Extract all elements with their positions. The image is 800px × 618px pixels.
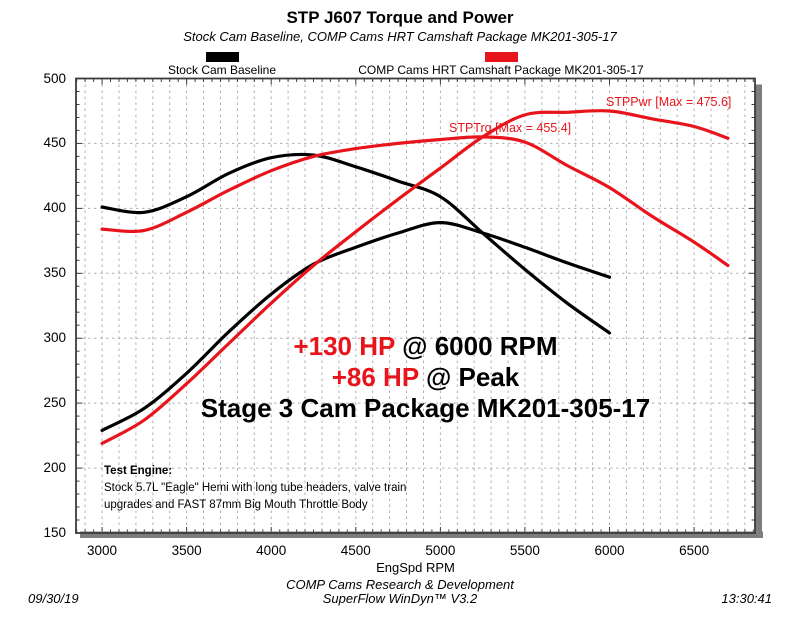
y-tick-label-150: 150 (43, 525, 66, 540)
legend-label-stock-cam: Stock Cam Baseline (167, 63, 277, 77)
x-tick-label-6000: 6000 (594, 543, 625, 558)
annotation-block: +130 HP @ 6000 RPM +86 HP @ Peak Stage 3… (76, 331, 765, 424)
test-engine-line1: Stock 5.7L "Eagle" Hemi with long tube h… (104, 482, 407, 494)
footer-date: 09/30/19 (28, 591, 79, 606)
x-tick-label-4500: 4500 (340, 543, 371, 558)
x-tick-label-4000: 4000 (256, 543, 287, 558)
x-tick-label-3500: 3500 (171, 543, 202, 558)
curve-stock-cam-baseline-torque (100, 152, 612, 335)
y-tick-label-300: 300 (43, 330, 66, 346)
page-subtitle: Stock Cam Baseline, COMP Cams HRT Camsha… (183, 29, 617, 44)
y-tick-label-200: 200 (43, 460, 66, 476)
test-engine-block: Test Engine: Stock 5.7L "Eagle" Hemi wit… (104, 463, 406, 514)
x-tick-label-5500: 5500 (509, 543, 540, 558)
legend-item-comp-cam: COMP Cams HRT Camshaft Package MK201-305… (345, 52, 657, 77)
annotation-gain-peak-suffix: @ Peak (418, 362, 520, 392)
annotation-gain-6000rpm-value: +130 HP (293, 331, 395, 361)
legend-label-comp-cam: COMP Cams HRT Camshaft Package MK201-305… (358, 63, 644, 77)
x-tick-label-6500: 6500 (679, 543, 710, 558)
footer-software: SuperFlow WinDyn™ V3.2 (322, 591, 478, 606)
y-tick-label-350: 350 (43, 265, 66, 281)
x-tick-label-5000: 5000 (425, 543, 456, 558)
x-axis-title: EngSpd RPM (376, 560, 455, 575)
annotation-gain-peak-value: +86 HP (331, 362, 419, 392)
annotation-gain-peak: +86 HP @ Peak (86, 362, 765, 393)
curve-label-stptrq: STPTrq [Max = 455.4] (449, 121, 572, 135)
y-tick-label-400: 400 (43, 200, 66, 216)
x-tick-label-3000: 3000 (87, 543, 118, 558)
y-tick-label-500: 500 (43, 70, 66, 86)
y-tick-label-250: 250 (43, 395, 66, 411)
curve-comp-cams-hrt-camshaft-power-stppwr- (100, 109, 730, 445)
curve-stock-cam-baseline-power (100, 221, 612, 432)
y-tick-label-450: 450 (43, 135, 66, 151)
legend-item-stock-cam: Stock Cam Baseline (122, 52, 322, 77)
legend-swatch-comp-cam (484, 52, 518, 62)
footer-organization: COMP Cams Research & Development (286, 577, 514, 592)
legend-swatch-stock-cam (205, 52, 239, 62)
curve-label-stppwr: STPPwr [Max = 475.6] (606, 95, 732, 109)
annotation-package-name: Stage 3 Cam Package MK201-305-17 (200, 393, 651, 423)
page-title: STP J607 Torque and Power (286, 8, 514, 27)
annotation-gain-6000rpm: +130 HP @ 6000 RPM (86, 331, 765, 362)
test-engine-line2: upgrades and FAST 87mm Big Mouth Throttl… (104, 499, 368, 511)
curve-comp-cams-hrt-camshaft-torque-stptrq- (100, 135, 730, 268)
footer-time: 13:30:41 (721, 591, 772, 606)
test-engine-heading: Test Engine: (104, 465, 173, 477)
annotation-gain-6000rpm-suffix: @ 6000 RPM (394, 331, 558, 361)
